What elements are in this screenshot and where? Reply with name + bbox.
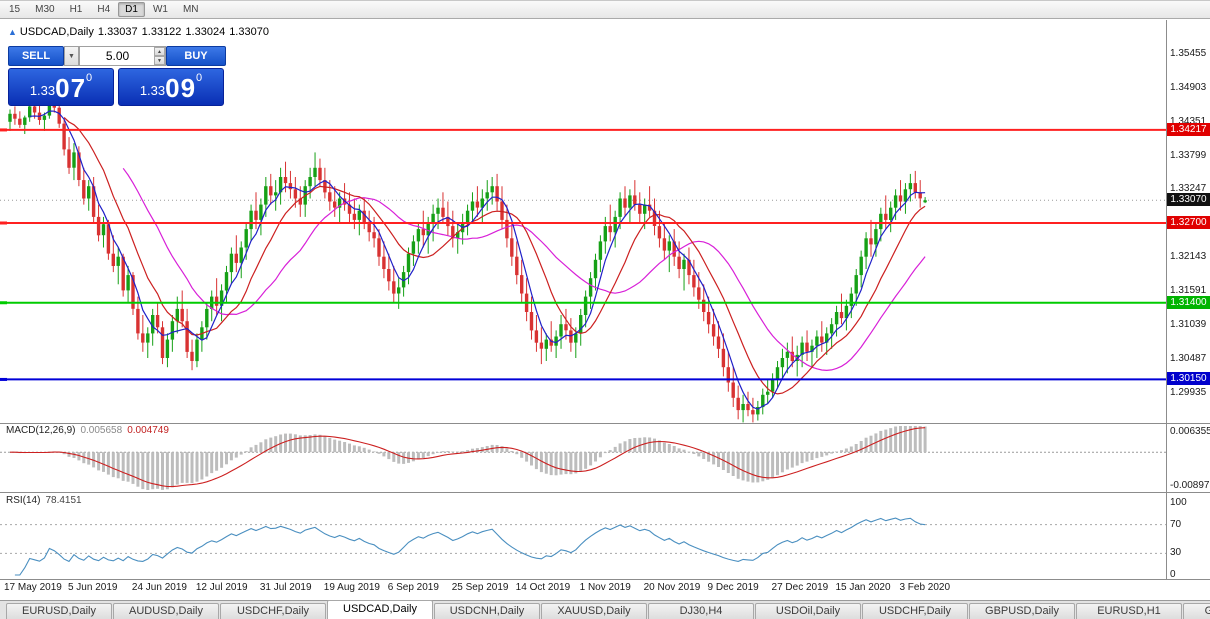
- rsi-axis-label: 70: [1170, 518, 1182, 530]
- date-axis-label: 19 Aug 2019: [323, 582, 380, 593]
- price-axis-label: 1.31039: [1170, 318, 1207, 330]
- chart-tab-audusd-daily[interactable]: AUDUSD,Daily: [113, 603, 219, 619]
- chart-tab-bar: EURUSD,Daily AUDUSD,Daily USDCHF,Daily USDC…: [0, 600, 1210, 619]
- ohlc-low: 1.33024: [185, 26, 226, 38]
- timeframe-button-d1[interactable]: D1: [118, 2, 145, 17]
- date-axis-label: 3 Feb 2020: [899, 582, 951, 593]
- price-badge-1.32700: 1.32700: [1167, 216, 1210, 229]
- sell-button[interactable]: SELL: [8, 46, 64, 66]
- price-axis-label: 1.29935: [1170, 386, 1207, 398]
- timeframe-button-mn[interactable]: MN: [182, 4, 199, 15]
- timeframe-button-m30[interactable]: M30: [35, 4, 55, 15]
- date-axis-label: 20 Nov 2019: [643, 582, 701, 593]
- volume-increase-button[interactable]: ▲: [154, 47, 165, 56]
- chart-tab-usdchf-daily[interactable]: USDCHF,Daily: [220, 603, 326, 619]
- price-badge-1.30150: 1.30150: [1167, 372, 1210, 386]
- sell-price-sup: 0: [86, 72, 93, 84]
- price-badge-1.31400: 1.31400: [1167, 295, 1210, 309]
- timeframe-button-w1[interactable]: W1: [152, 4, 168, 15]
- date-axis-label: 25 Sep 2019: [451, 582, 509, 593]
- timeframe-toolbar: 15 M30 H1 H4 D1 W1 MN: [0, 1, 1210, 19]
- chart-tab-usdcad-daily[interactable]: USDCAD,Daily: [327, 600, 433, 619]
- buy-price-display[interactable]: 1.33 09 0: [118, 68, 224, 106]
- price-axis-label: 1.33247: [1170, 183, 1207, 195]
- price-axis-label: 1.30487: [1170, 352, 1207, 364]
- timeframe-button-15[interactable]: 15: [9, 4, 21, 15]
- main-chart[interactable]: [0, 20, 1166, 423]
- buy-price-small: 1.33: [139, 83, 166, 98]
- ohlc-open: 1.33037: [97, 26, 138, 38]
- price-axis-label: 1.34903: [1170, 81, 1207, 93]
- macd-axis-max: 0.006355: [1170, 426, 1210, 437]
- buy-button[interactable]: BUY: [166, 46, 226, 66]
- date-axis-label: 9 Dec 2019: [707, 582, 759, 593]
- date-axis-label: 14 Oct 2019: [515, 582, 571, 593]
- volume-decrease-button[interactable]: ▼: [154, 56, 165, 65]
- macd-signal-line: [10, 427, 926, 488]
- price-badge-1.34217: 1.34217: [1167, 122, 1210, 136]
- date-axis-label: 27 Dec 2019: [771, 582, 829, 593]
- buy-price-big: 09: [165, 73, 197, 103]
- chart-tab-gbpusd-daily[interactable]: GBPUSD,Daily: [969, 603, 1075, 619]
- date-axis-label: 31 Jul 2019: [259, 582, 312, 593]
- chart-tab-usdcnh-daily[interactable]: USDCNH,Daily: [434, 603, 540, 619]
- price-axis-label: 1.31591: [1170, 285, 1207, 297]
- macd-title: MACD(12,26,9): [6, 425, 76, 436]
- rsi-pane-separator[interactable]: [0, 492, 1210, 493]
- macd-pane-separator[interactable]: [0, 423, 1210, 424]
- rsi-header: RSI(14) 78.4151: [6, 495, 82, 506]
- price-axis-label: 1.34351: [1170, 115, 1207, 127]
- one-click-trading-panel: SELL ▼ ▲ ▼ BUY 1.33 07 0 1.33 09 0: [8, 46, 226, 106]
- rsi-indicator-chart[interactable]: [0, 493, 1166, 579]
- timeframe-button-h4[interactable]: H4: [97, 4, 111, 15]
- date-axis-label: 15 Jan 2020: [835, 582, 891, 593]
- chart-ohlc-header: ▲ USDCAD,Daily 1.33037 1.33122 1.33024 1.3307…: [8, 26, 273, 38]
- date-axis-label: 6 Sep 2019: [387, 582, 439, 593]
- date-axis-label: 1 Nov 2019: [579, 582, 631, 593]
- timeframe-button-h1[interactable]: H1: [69, 4, 83, 15]
- chart-icon: ▲: [8, 27, 17, 37]
- chart-tab-eurusd-daily[interactable]: EURUSD,Daily: [6, 603, 112, 619]
- rsi-axis-label: 30: [1170, 547, 1182, 559]
- chart-tab-eurusd-h1[interactable]: EURUSD,H1: [1076, 603, 1182, 619]
- macd-value-signal: 0.004749: [127, 425, 169, 436]
- ma-fast-line: [29, 110, 926, 410]
- chart-tab-dj30-h4[interactable]: DJ30,H4: [648, 603, 754, 619]
- chart-tab-usdoil-daily[interactable]: USDOil,Daily: [755, 603, 861, 619]
- price-axis-label: 1.32143: [1170, 251, 1207, 263]
- buy-price-sup: 0: [196, 72, 203, 84]
- rsi-line: [14, 517, 926, 576]
- ma-slow-line: [122, 167, 926, 372]
- ohlc-close: 1.33070: [229, 26, 269, 38]
- chart-tab-gbpaud-h1[interactable]: GBPAUD,H1: [1183, 603, 1210, 619]
- sell-price-display[interactable]: 1.33 07 0: [8, 68, 114, 106]
- ma-mid-line: [63, 117, 926, 395]
- rsi-title: RSI(14): [6, 495, 41, 506]
- volume-dropdown-button[interactable]: ▼: [64, 46, 79, 66]
- chart-tab-usdchf-daily[interactable]: USDCHF,Daily: [862, 603, 968, 619]
- macd-indicator-chart[interactable]: [0, 424, 1166, 492]
- ohlc-high: 1.33122: [141, 26, 182, 38]
- macd-header: MACD(12,26,9) 0.005658 0.004749: [6, 425, 169, 436]
- price-axis-label: 1.35455: [1170, 47, 1207, 59]
- rsi-value: 78.4151: [45, 495, 82, 506]
- rsi-axis-label: 0: [1170, 569, 1176, 580]
- price-axis-border: [1166, 20, 1167, 579]
- chart-symbol: USDCAD,Daily: [19, 26, 94, 38]
- price-badge-1.33070: 1.33070: [1167, 193, 1210, 207]
- date-axis-label: 5 Jun 2019: [67, 582, 118, 593]
- sell-price-small: 1.33: [29, 83, 56, 98]
- date-axis-label: 24 Jun 2019: [131, 582, 187, 593]
- price-axis-label: 1.33799: [1170, 149, 1207, 161]
- chart-tab-xauusd-daily[interactable]: XAUUSD,Daily: [541, 603, 647, 619]
- volume-input[interactable]: [79, 46, 166, 66]
- macd-value-main: 0.005658: [80, 425, 123, 436]
- date-axis-label: 12 Jul 2019: [195, 582, 248, 593]
- sell-price-big: 07: [55, 73, 87, 103]
- date-axis-separator: [0, 579, 1210, 580]
- date-axis-label: 17 May 2019: [4, 582, 62, 593]
- rsi-axis-label: 100: [1170, 497, 1187, 508]
- macd-axis-min: -0.008978: [1170, 480, 1210, 491]
